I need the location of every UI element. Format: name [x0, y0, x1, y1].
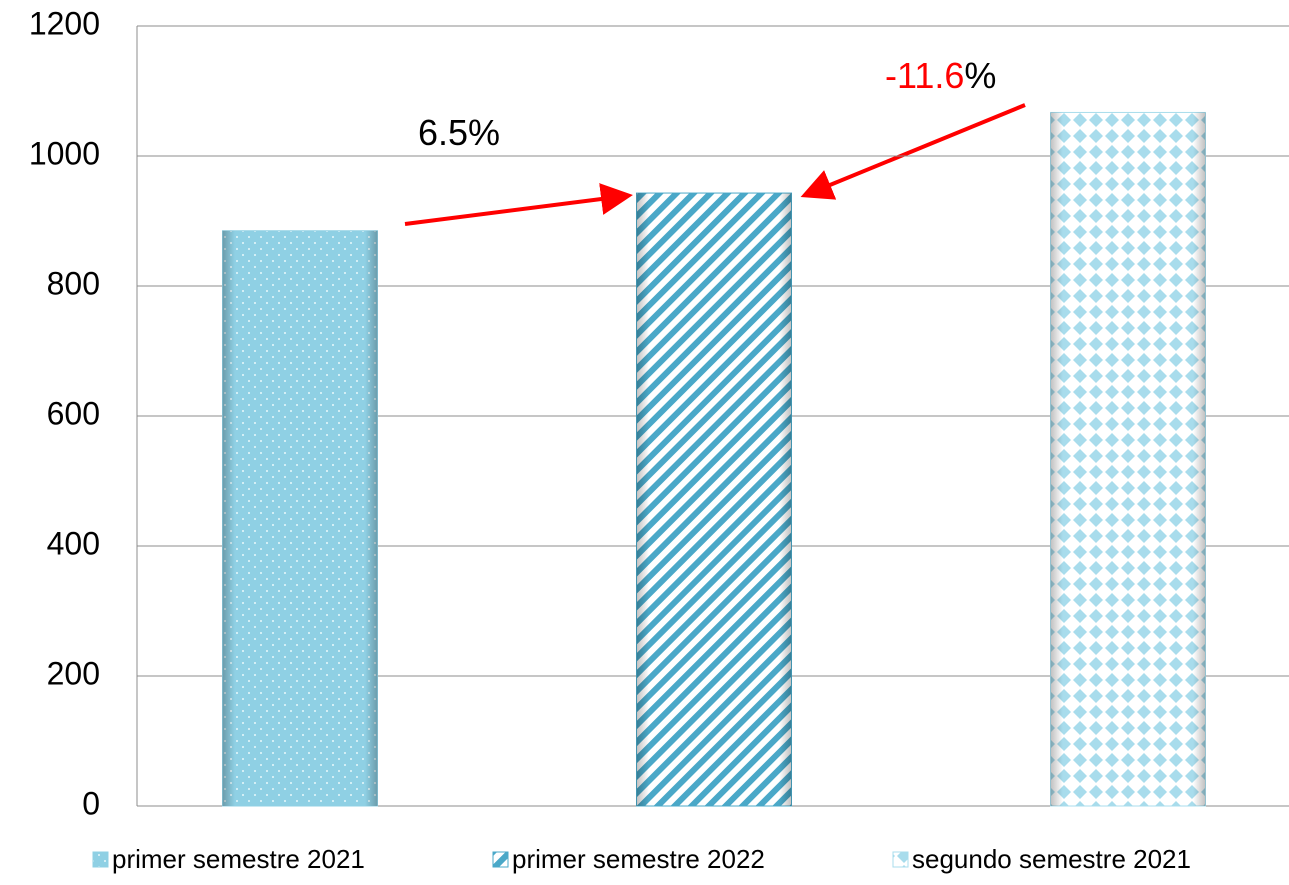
annotation-part: 6.5 [418, 112, 468, 153]
arrow [800, 103, 1026, 200]
legend-swatch [892, 851, 909, 868]
y-tick-label: 200 [47, 655, 100, 691]
y-tick-label: 1000 [29, 135, 100, 171]
bar [1050, 111, 1206, 807]
annotation: -11.6% [885, 55, 996, 96]
bar [222, 230, 378, 807]
arrow [404, 183, 633, 226]
y-tick-label: 800 [47, 265, 100, 301]
annotation: 6.5% [418, 112, 500, 153]
bar [636, 192, 792, 807]
annotation-part: -11.6 [885, 55, 964, 96]
legend-swatch [492, 851, 509, 868]
annotation-part: % [468, 112, 500, 153]
y-tick-label: 600 [47, 395, 100, 431]
y-tick-label: 400 [47, 525, 100, 561]
y-tick-label: 0 [82, 785, 100, 821]
legend-label: primer semestre 2021 [112, 844, 365, 874]
legend-swatch [92, 851, 109, 868]
annotation-part: % [964, 55, 996, 96]
y-tick-label: 1200 [29, 5, 100, 41]
legend-label: primer semestre 2022 [512, 844, 765, 874]
legend-label: segundo semestre 2021 [912, 844, 1191, 874]
